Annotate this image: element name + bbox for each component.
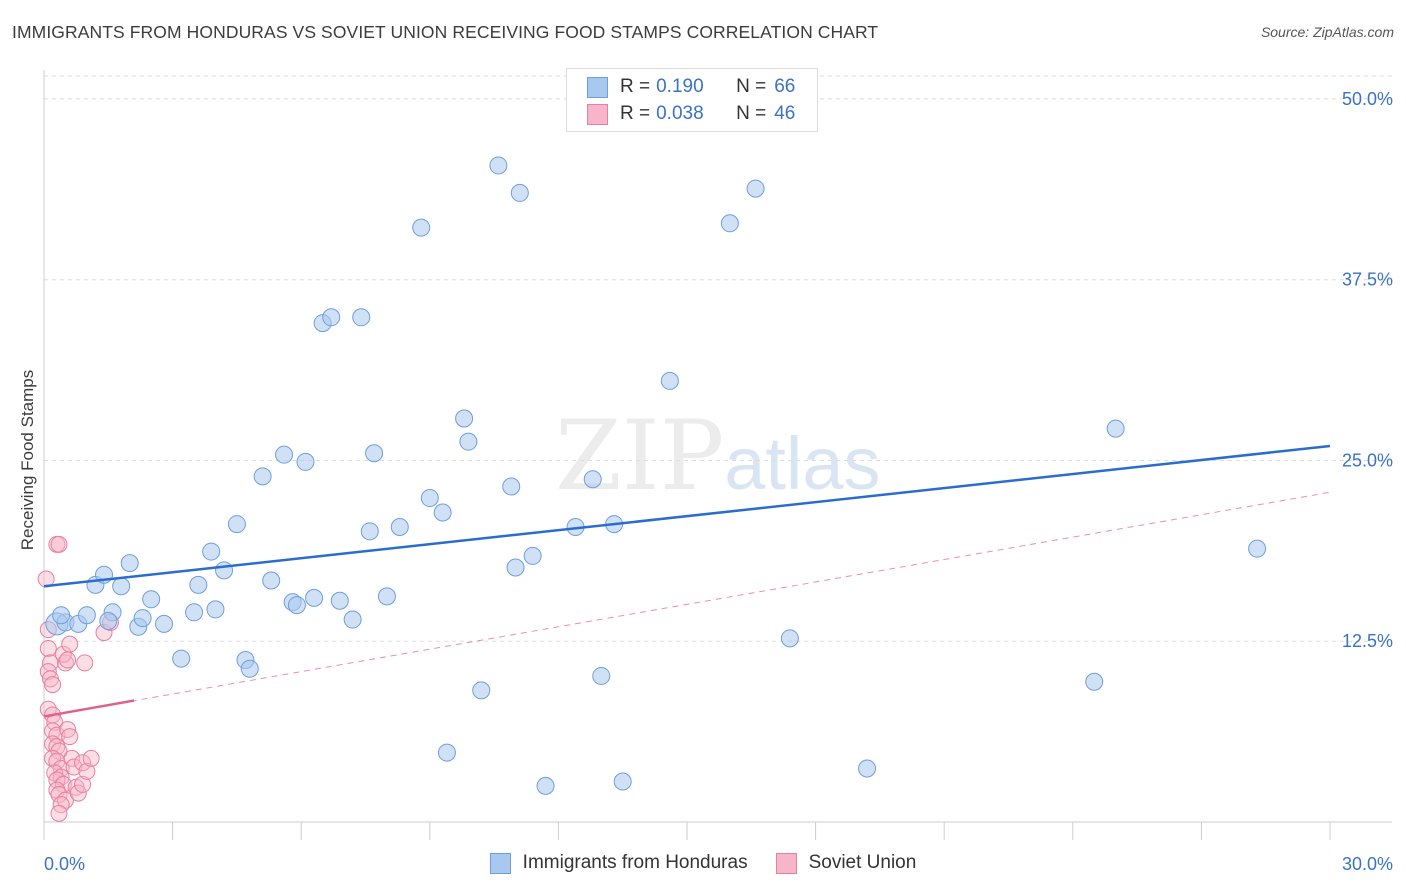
honduras-point <box>331 592 348 609</box>
honduras-point <box>460 433 477 450</box>
legend-row-honduras: R = 0.190 N = 66 <box>587 75 795 99</box>
honduras-point <box>1086 673 1103 690</box>
honduras-point <box>859 760 876 777</box>
soviet-legend-swatch <box>776 853 797 874</box>
soviet-point <box>62 636 78 652</box>
legend-item-honduras[interactable]: Immigrants from Honduras <box>490 852 748 874</box>
honduras-point <box>353 309 370 326</box>
honduras-point <box>216 562 233 579</box>
soviet-n-value: 46 <box>774 103 795 125</box>
soviet-point <box>51 536 67 552</box>
honduras-point <box>241 660 258 677</box>
soviet-swatch <box>587 104 608 125</box>
honduras-point <box>344 611 361 628</box>
scatter-chart: 12.5%25.0%37.5%50.0%0.0% 30.0% <box>0 0 1406 892</box>
y-tick-label: 25.0% <box>1342 450 1393 470</box>
honduras-point <box>503 478 520 495</box>
honduras-point <box>186 604 203 621</box>
series-legend: Immigrants from Honduras Soviet Union <box>0 852 1406 874</box>
honduras-point <box>276 446 293 463</box>
honduras-point <box>190 576 207 593</box>
honduras-n-value: 66 <box>774 76 795 98</box>
soviet-point <box>83 750 99 766</box>
honduras-point <box>438 744 455 761</box>
honduras-point <box>366 445 383 462</box>
honduras-point <box>134 610 151 627</box>
honduras-r-value: 0.190 <box>656 76 726 98</box>
honduras-point <box>614 773 631 790</box>
honduras-point <box>100 612 117 629</box>
honduras-point <box>53 607 70 624</box>
honduras-point <box>306 589 323 606</box>
y-axis-label: Receiving Food Stamps <box>18 370 38 550</box>
soviet-point <box>51 805 67 821</box>
honduras-point <box>207 601 224 618</box>
correlation-legend: R = 0.190 N = 66 R = 0.038 N = 46 <box>566 68 818 132</box>
n-label: N = <box>736 103 766 125</box>
soviet-point <box>60 652 76 668</box>
honduras-point <box>254 468 271 485</box>
soviet-r-value: 0.038 <box>656 103 726 125</box>
y-tick-label: 37.5% <box>1342 270 1393 290</box>
honduras-point <box>456 410 473 427</box>
honduras-point <box>228 516 245 533</box>
honduras-point <box>323 309 340 326</box>
honduras-point <box>156 615 173 632</box>
honduras-point <box>537 777 554 794</box>
soviet-point <box>45 677 61 693</box>
honduras-point <box>263 572 280 589</box>
honduras-point <box>121 555 138 572</box>
honduras-point <box>434 504 451 521</box>
honduras-point <box>507 559 524 576</box>
honduras-point <box>524 547 541 564</box>
honduras-legend-label: Immigrants from Honduras <box>523 852 748 874</box>
soviet-point <box>77 655 93 671</box>
honduras-point <box>421 490 438 507</box>
honduras-point <box>490 157 507 174</box>
honduras-point <box>288 597 305 614</box>
honduras-point <box>78 607 95 624</box>
honduras-point <box>781 630 798 647</box>
honduras-point <box>378 588 395 605</box>
soviet-point <box>62 729 78 745</box>
honduras-point <box>473 682 490 699</box>
r-label: R = <box>620 103 650 125</box>
legend-item-soviet[interactable]: Soviet Union <box>776 852 917 874</box>
n-label: N = <box>736 76 766 98</box>
honduras-point <box>584 471 601 488</box>
honduras-point <box>391 518 408 535</box>
honduras-point <box>1249 540 1266 557</box>
honduras-point <box>1107 420 1124 437</box>
honduras-point <box>593 667 610 684</box>
honduras-point <box>747 180 764 197</box>
honduras-point <box>113 578 130 595</box>
honduras-point <box>297 453 314 470</box>
honduras-legend-swatch <box>490 853 511 874</box>
honduras-swatch <box>587 77 608 98</box>
honduras-point <box>203 543 220 560</box>
y-tick-label: 50.0% <box>1342 89 1393 109</box>
honduras-point <box>361 523 378 540</box>
y-tick-label: 12.5% <box>1342 631 1393 651</box>
honduras-point <box>173 650 190 667</box>
r-label: R = <box>620 76 650 98</box>
honduras-point <box>721 215 738 232</box>
legend-row-soviet: R = 0.038 N = 46 <box>587 102 795 126</box>
soviet-point <box>40 640 56 656</box>
honduras-point <box>143 591 160 608</box>
honduras-point <box>661 372 678 389</box>
soviet-legend-label: Soviet Union <box>809 852 917 874</box>
honduras-point <box>511 184 528 201</box>
honduras-point <box>413 219 430 236</box>
